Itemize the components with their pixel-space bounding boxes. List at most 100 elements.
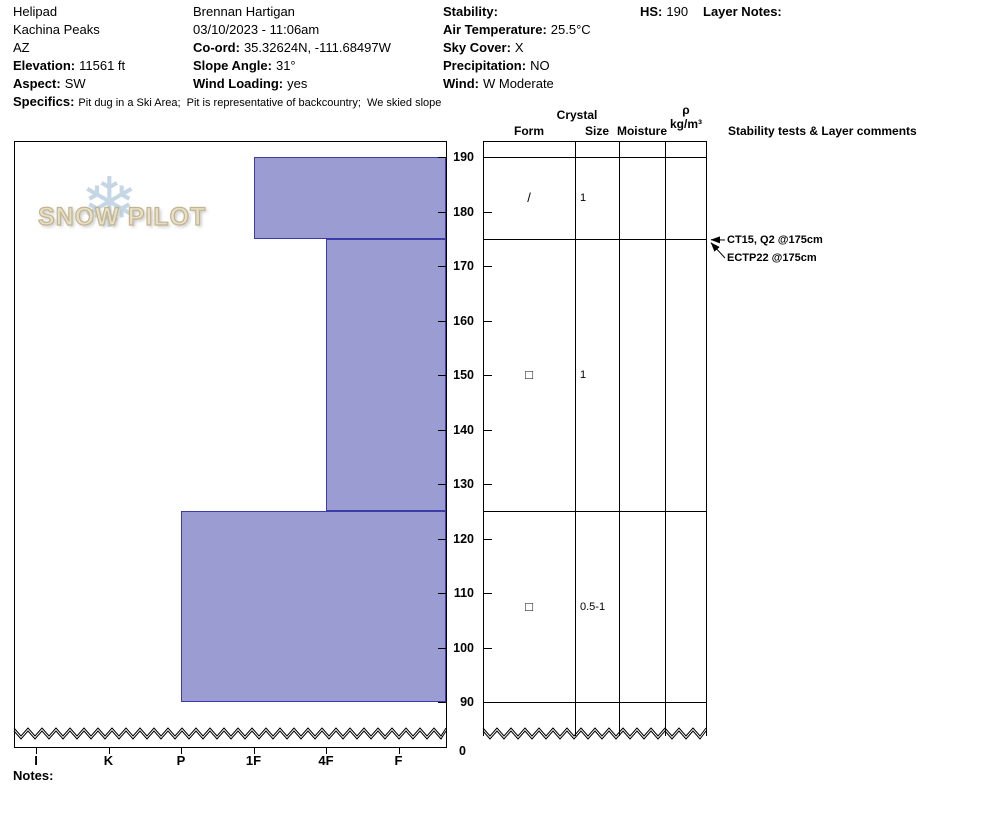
layer-notes-label: Layer Notes:	[703, 4, 782, 19]
grain-size-value: 1	[580, 369, 587, 381]
precipitation-label: Precipitation:	[443, 58, 527, 73]
grain-size-value: 1	[580, 191, 587, 204]
range-text: Kachina Peaks	[13, 22, 100, 37]
depth-axis-label: 180	[453, 204, 474, 219]
hardness-axis-label-1F: 1F	[245, 753, 262, 768]
depth-tick-chart	[438, 429, 446, 431]
moisture-density-divider	[665, 141, 666, 736]
hardness-axis-label-I: I	[34, 753, 38, 768]
stability-column-header: Stability tests & Layer comments	[728, 124, 917, 138]
depth-tick-table	[484, 266, 492, 267]
snow-layer-bar-3	[181, 511, 446, 702]
density-unit-header: kg/m³	[669, 117, 702, 131]
slope-angle-label: Slope Angle:	[193, 58, 272, 73]
datetime-text: 03/10/2023 - 11:06am	[193, 22, 320, 37]
depth-axis-label: 90	[460, 695, 474, 709]
snowpilot-logo: ❄ SNOW PILOT	[37, 168, 218, 254]
crystal-column-header: Crystal	[556, 108, 598, 122]
elevation-value: 11561 ft	[79, 58, 126, 73]
depth-tick-chart	[438, 647, 446, 649]
form-size-divider	[575, 141, 576, 736]
hardness-axis-tick	[398, 748, 400, 754]
depth-tick-chart	[438, 702, 446, 703]
elevation: Elevation: 11561 ft	[13, 58, 125, 76]
depth-axis-label: 120	[453, 531, 474, 546]
header-location-block: Helipad Kachina Peaks AZ Elevation: 11561…	[13, 4, 125, 94]
size-moisture-divider	[619, 141, 620, 736]
aspect-label: Aspect:	[13, 76, 61, 91]
hardness-axis-label-4F: 4F	[318, 753, 334, 768]
depth-axis-label: 130	[453, 477, 474, 491]
observer-text: Brennan Hartigan	[193, 4, 295, 19]
hardness-axis-tick	[36, 748, 37, 754]
mountain-range: Kachina Peaks	[13, 22, 125, 40]
air-temp-value: 25.5°C	[550, 22, 591, 37]
hardness-profile-plot	[14, 141, 447, 748]
depth-tick-chart	[438, 375, 446, 376]
observer-name: Brennan Hartigan	[193, 4, 391, 22]
specifics-line: Specifics: Pit dug in a Ski Area; Pit is …	[13, 94, 441, 109]
header-hs-block: HS: 190	[640, 4, 688, 22]
depth-tick-chart	[438, 538, 446, 540]
hs-label: HS:	[640, 4, 663, 19]
site-name-text: Helipad	[13, 4, 58, 19]
hardness-axis-label-K: K	[103, 753, 114, 768]
sky-cover-label: Sky Cover:	[443, 40, 511, 55]
depth-tick-chart	[438, 211, 446, 213]
sky-cover: Sky Cover: X	[443, 40, 591, 58]
depth-tick-chart	[438, 593, 446, 594]
wind-loading-value: yes	[287, 76, 308, 91]
wind: Wind: W Moderate	[443, 76, 591, 94]
depth-axis-label: 110	[453, 586, 474, 600]
grain-form-symbol: □	[525, 598, 533, 614]
form-column-header: Form	[514, 124, 544, 138]
state-text: AZ	[13, 40, 30, 55]
density-symbol-header: ρ	[682, 103, 690, 117]
state: AZ	[13, 40, 125, 58]
wind-value: W Moderate	[482, 76, 554, 91]
elevation-label: Elevation:	[13, 58, 76, 73]
stability-test-label: ECTP22 @175cm	[727, 252, 817, 264]
grain-form-symbol: □	[525, 367, 533, 382]
sky-cover-value: X	[514, 40, 524, 55]
wind-loading: Wind Loading: yes	[193, 76, 391, 94]
hardness-axis-label-F: F	[394, 753, 403, 768]
specifics-label: Specifics:	[13, 94, 75, 109]
hardness-axis-tick	[181, 748, 182, 754]
precipitation-value: NO	[530, 58, 550, 73]
depth-tick-chart	[438, 157, 446, 158]
hardness-axis-tick	[108, 748, 110, 754]
snow-layer-bar-1	[253, 157, 446, 239]
depth-tick-chart	[438, 484, 446, 485]
observation-datetime: 03/10/2023 - 11:06am	[193, 22, 391, 40]
depth-tick-table	[484, 375, 492, 376]
depth-axis-zero-label: 0	[459, 744, 466, 758]
precipitation: Precipitation: NO	[443, 58, 591, 76]
air-temperature: Air Temperature: 25.5°C	[443, 22, 591, 40]
coord-label: Co-ord:	[193, 40, 240, 55]
grain-form-symbol: /	[527, 189, 531, 205]
depth-tick-table	[484, 647, 492, 649]
notes-heading: Notes:	[13, 768, 54, 783]
coord-value: 35.32624N, -111.68497W	[243, 40, 391, 55]
layer-notes-heading: Layer Notes:	[703, 4, 786, 22]
slope-angle-value: 31°	[275, 58, 296, 73]
header-observation-block: Brennan Hartigan 03/10/2023 - 11:06am Co…	[193, 4, 391, 94]
size-column-header: Size	[584, 124, 609, 138]
layer-boundary-line	[483, 702, 706, 703]
moisture-column-header: Moisture	[616, 124, 667, 138]
hs-value: 190	[666, 4, 689, 19]
depth-tick-chart	[438, 266, 446, 267]
depth-tick-table	[484, 211, 492, 213]
height-of-snow: HS: 190	[640, 4, 688, 22]
stability-test-arrow	[710, 242, 726, 259]
depth-axis-label: 100	[453, 640, 474, 655]
layer-boundary-line	[483, 511, 706, 513]
snow-layer-bar-2	[326, 238, 446, 512]
header-conditions-block: Stability: Air Temperature: 25.5°C Sky Co…	[443, 4, 591, 94]
depth-axis-label: 160	[453, 313, 474, 328]
layer-data-table	[483, 141, 707, 736]
depth-axis-label: 190	[453, 150, 474, 164]
depth-axis-label: 150	[453, 368, 474, 382]
